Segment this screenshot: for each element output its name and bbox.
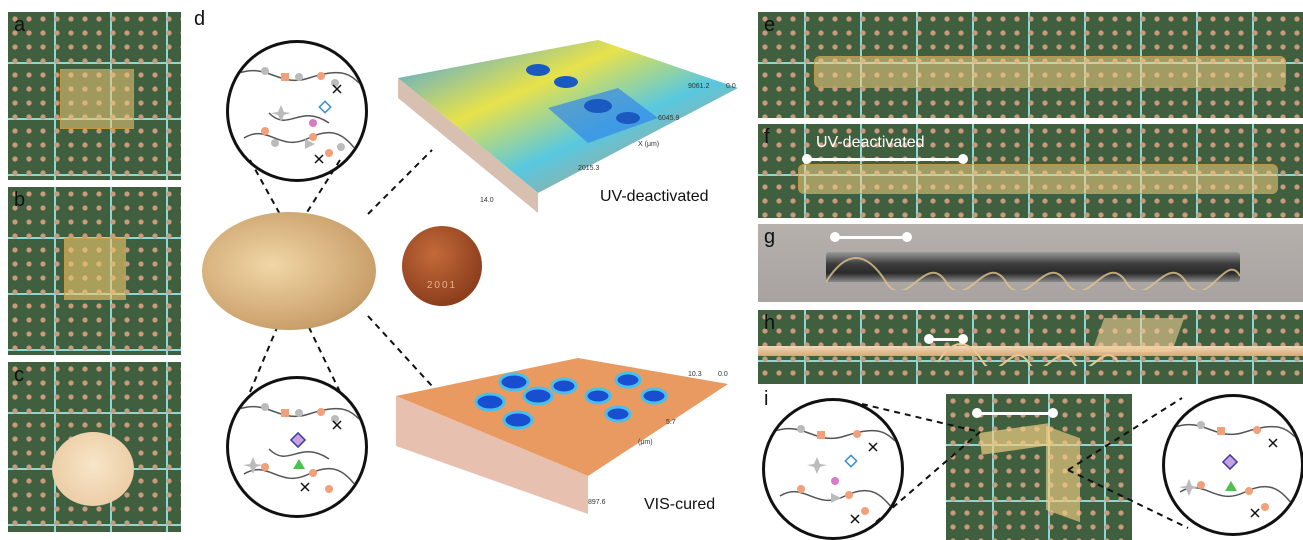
helical-strip	[938, 343, 1119, 366]
panel-a: a	[8, 12, 181, 180]
helical-strip	[826, 257, 1240, 290]
cross-icon	[1250, 438, 1278, 518]
polymer-film	[60, 69, 134, 129]
curved-film	[52, 432, 134, 506]
panel-label: i	[764, 388, 769, 410]
panel-c: c	[8, 362, 181, 532]
panel-b: b	[8, 187, 181, 355]
polymer-strip	[798, 164, 1278, 194]
star-icon	[807, 457, 827, 474]
panel-f: UV-deactivated f	[758, 124, 1303, 218]
tick-label: 10.3	[688, 371, 702, 378]
tick-label: 0.0	[726, 83, 736, 90]
triangle-icon	[1225, 481, 1237, 491]
tick-label: 2015.3	[578, 165, 600, 172]
scale-bar	[924, 334, 968, 344]
panel-label: f	[764, 126, 770, 148]
folded-film-photo	[946, 394, 1132, 540]
panel-h: h	[758, 310, 1303, 384]
panel-e: e	[758, 12, 1303, 118]
panel-label: c	[14, 364, 24, 386]
patterned-film-photo	[202, 212, 376, 330]
tick-label: 0.0	[718, 371, 728, 378]
glass-rod	[826, 252, 1240, 282]
panel-i: i	[758, 388, 1303, 540]
coin-photo: 2001	[402, 226, 482, 306]
scale-bar	[830, 232, 912, 242]
triangle-icon	[293, 459, 305, 469]
triangle-icon	[305, 139, 315, 149]
profilometry-uv-deactivated: 9061.2 0.0 6045.9 X (μm) 2015.3 14.0	[388, 18, 748, 218]
panel-label: d	[194, 8, 206, 30]
coin-year: 2001	[426, 280, 458, 291]
rod-with-strip	[758, 346, 1303, 356]
star-icon	[1179, 479, 1199, 496]
network-schematic-right	[1162, 394, 1303, 536]
network-schematic-top	[226, 40, 368, 182]
tick-label: 6045.9	[658, 115, 680, 122]
panel-label: g	[764, 226, 776, 248]
panel-label: h	[764, 312, 776, 334]
vis-cured-label: VIS-cured	[644, 496, 716, 513]
circle-icon	[309, 119, 317, 127]
cross-icon	[314, 84, 342, 164]
network-schematic-left	[762, 398, 904, 540]
polymer-film	[64, 238, 126, 300]
diamond-icon	[1221, 453, 1239, 471]
tick-label: 897.6	[588, 499, 606, 506]
panel-label: b	[14, 189, 26, 211]
panel-d: d	[188, 0, 748, 540]
scale-bar	[972, 408, 1058, 418]
cutting-mat	[946, 394, 1132, 540]
polymer-strip	[814, 56, 1286, 88]
tick-label: 5.7	[666, 419, 676, 426]
profilometry-vis-cured: 10.3 0.0 5.7 (μm) 897.6	[388, 336, 748, 516]
axis-label: X (μm)	[638, 141, 659, 148]
diamond-icon	[289, 431, 307, 449]
panel-g: g	[758, 224, 1303, 302]
cross-icon	[300, 420, 342, 492]
panel-label: e	[764, 14, 776, 36]
tick-label: 9061.2	[688, 83, 710, 90]
panel-label: a	[14, 14, 26, 36]
star-icon	[243, 457, 263, 474]
triangle-icon	[831, 493, 841, 503]
cross-icon	[850, 442, 878, 524]
uv-deactivated-region-label: UV-deactivated	[816, 134, 925, 151]
cutting-mat	[8, 187, 181, 355]
network-schematic-bottom	[226, 376, 368, 518]
diamond-icon	[318, 100, 332, 114]
axis-label: (μm)	[638, 439, 653, 446]
free-strip-end	[1091, 318, 1185, 352]
dashed-connectors	[861, 397, 1189, 529]
uv-region-bar	[802, 154, 968, 164]
star-icon	[271, 105, 291, 122]
tick-label: 14.0	[480, 197, 494, 204]
circle-icon	[831, 477, 839, 485]
diamond-icon	[844, 454, 858, 468]
uv-deactivated-label: UV-deactivated	[600, 188, 709, 205]
